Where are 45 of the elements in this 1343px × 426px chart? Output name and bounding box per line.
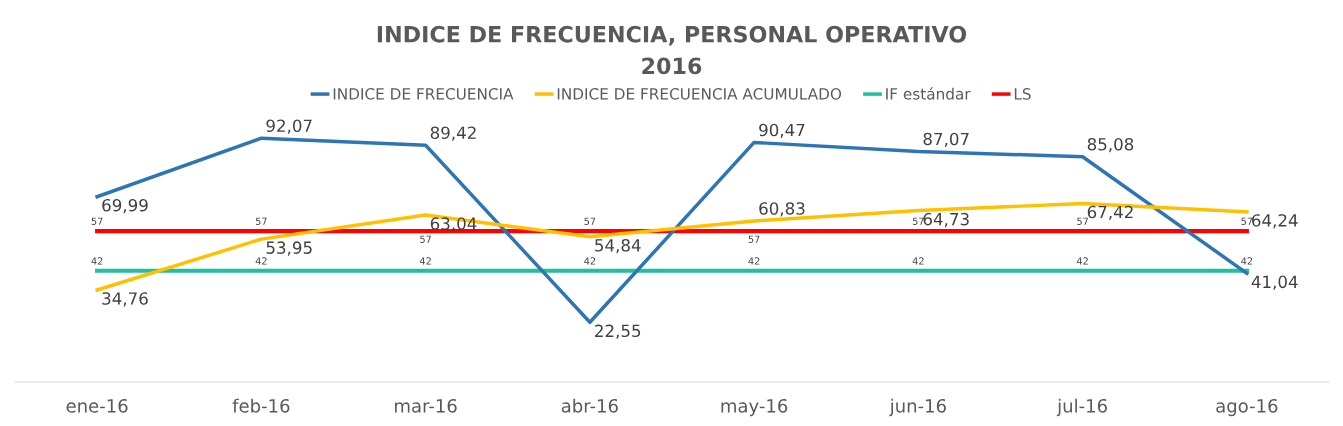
data-label: 63,04 [430, 217, 477, 232]
data-label: 57 [748, 235, 760, 243]
data-label: 69,99 [102, 198, 148, 214]
data-label: 67,42 [1087, 205, 1133, 221]
legend-label: INDICE DE FRECUENCIA [333, 88, 514, 100]
chart-title: INDICE DE FRECUENCIA, PERSONAL OPERATIVO 2016 [377, 25, 967, 75]
data-label: 42 [91, 257, 103, 265]
legend-label: LS [1014, 88, 1031, 100]
x-tick-label: abr-16 [561, 398, 618, 413]
data-label: 60,83 [759, 202, 805, 217]
data-label: 57 [912, 217, 924, 225]
x-tick-label: feb-16 [232, 398, 290, 413]
data-label: 57 [255, 217, 267, 225]
data-label: 57 [584, 217, 596, 225]
x-tick-label: may-16 [721, 398, 788, 417]
legend-label: IF estándar [886, 87, 971, 100]
legend-label: INDICE DE FRECUENCIA ACUMULADO [557, 88, 842, 100]
data-label: 85,08 [1087, 137, 1134, 153]
data-label: 89,42 [430, 126, 476, 141]
x-tick-label: jul-16 [1056, 398, 1107, 417]
data-label: 42 [1076, 257, 1088, 265]
data-label: 42 [748, 257, 760, 265]
data-label: 92,07 [266, 119, 312, 134]
data-label: 90,47 [759, 123, 805, 138]
data-label: 42 [584, 257, 596, 265]
data-label: 57 [1241, 217, 1253, 225]
data-label: 42 [912, 257, 924, 265]
x-tick-label: jun-16 [889, 398, 946, 417]
x-tick-label: ene-16 [66, 398, 128, 413]
data-label: 54,84 [595, 239, 641, 254]
x-tick-label: mar-16 [395, 398, 457, 413]
data-label: 87,07 [923, 132, 969, 147]
x-tick-label: ago-16 [1216, 398, 1278, 417]
data-label: 53,95 [266, 241, 312, 256]
data-label: 57 [91, 217, 103, 225]
data-label: 57 [1077, 217, 1088, 225]
data-label: 42 [1241, 257, 1253, 265]
data-label: 64,73 [923, 212, 969, 228]
data-label: 41,04 [1251, 275, 1298, 290]
data-label: 22,55 [595, 324, 641, 339]
data-label: 42 [255, 257, 267, 265]
data-label: 42 [419, 257, 431, 265]
data-label: 34,76 [102, 292, 148, 307]
data-label: 64,24 [1252, 214, 1298, 229]
data-label: 57 [420, 235, 431, 243]
